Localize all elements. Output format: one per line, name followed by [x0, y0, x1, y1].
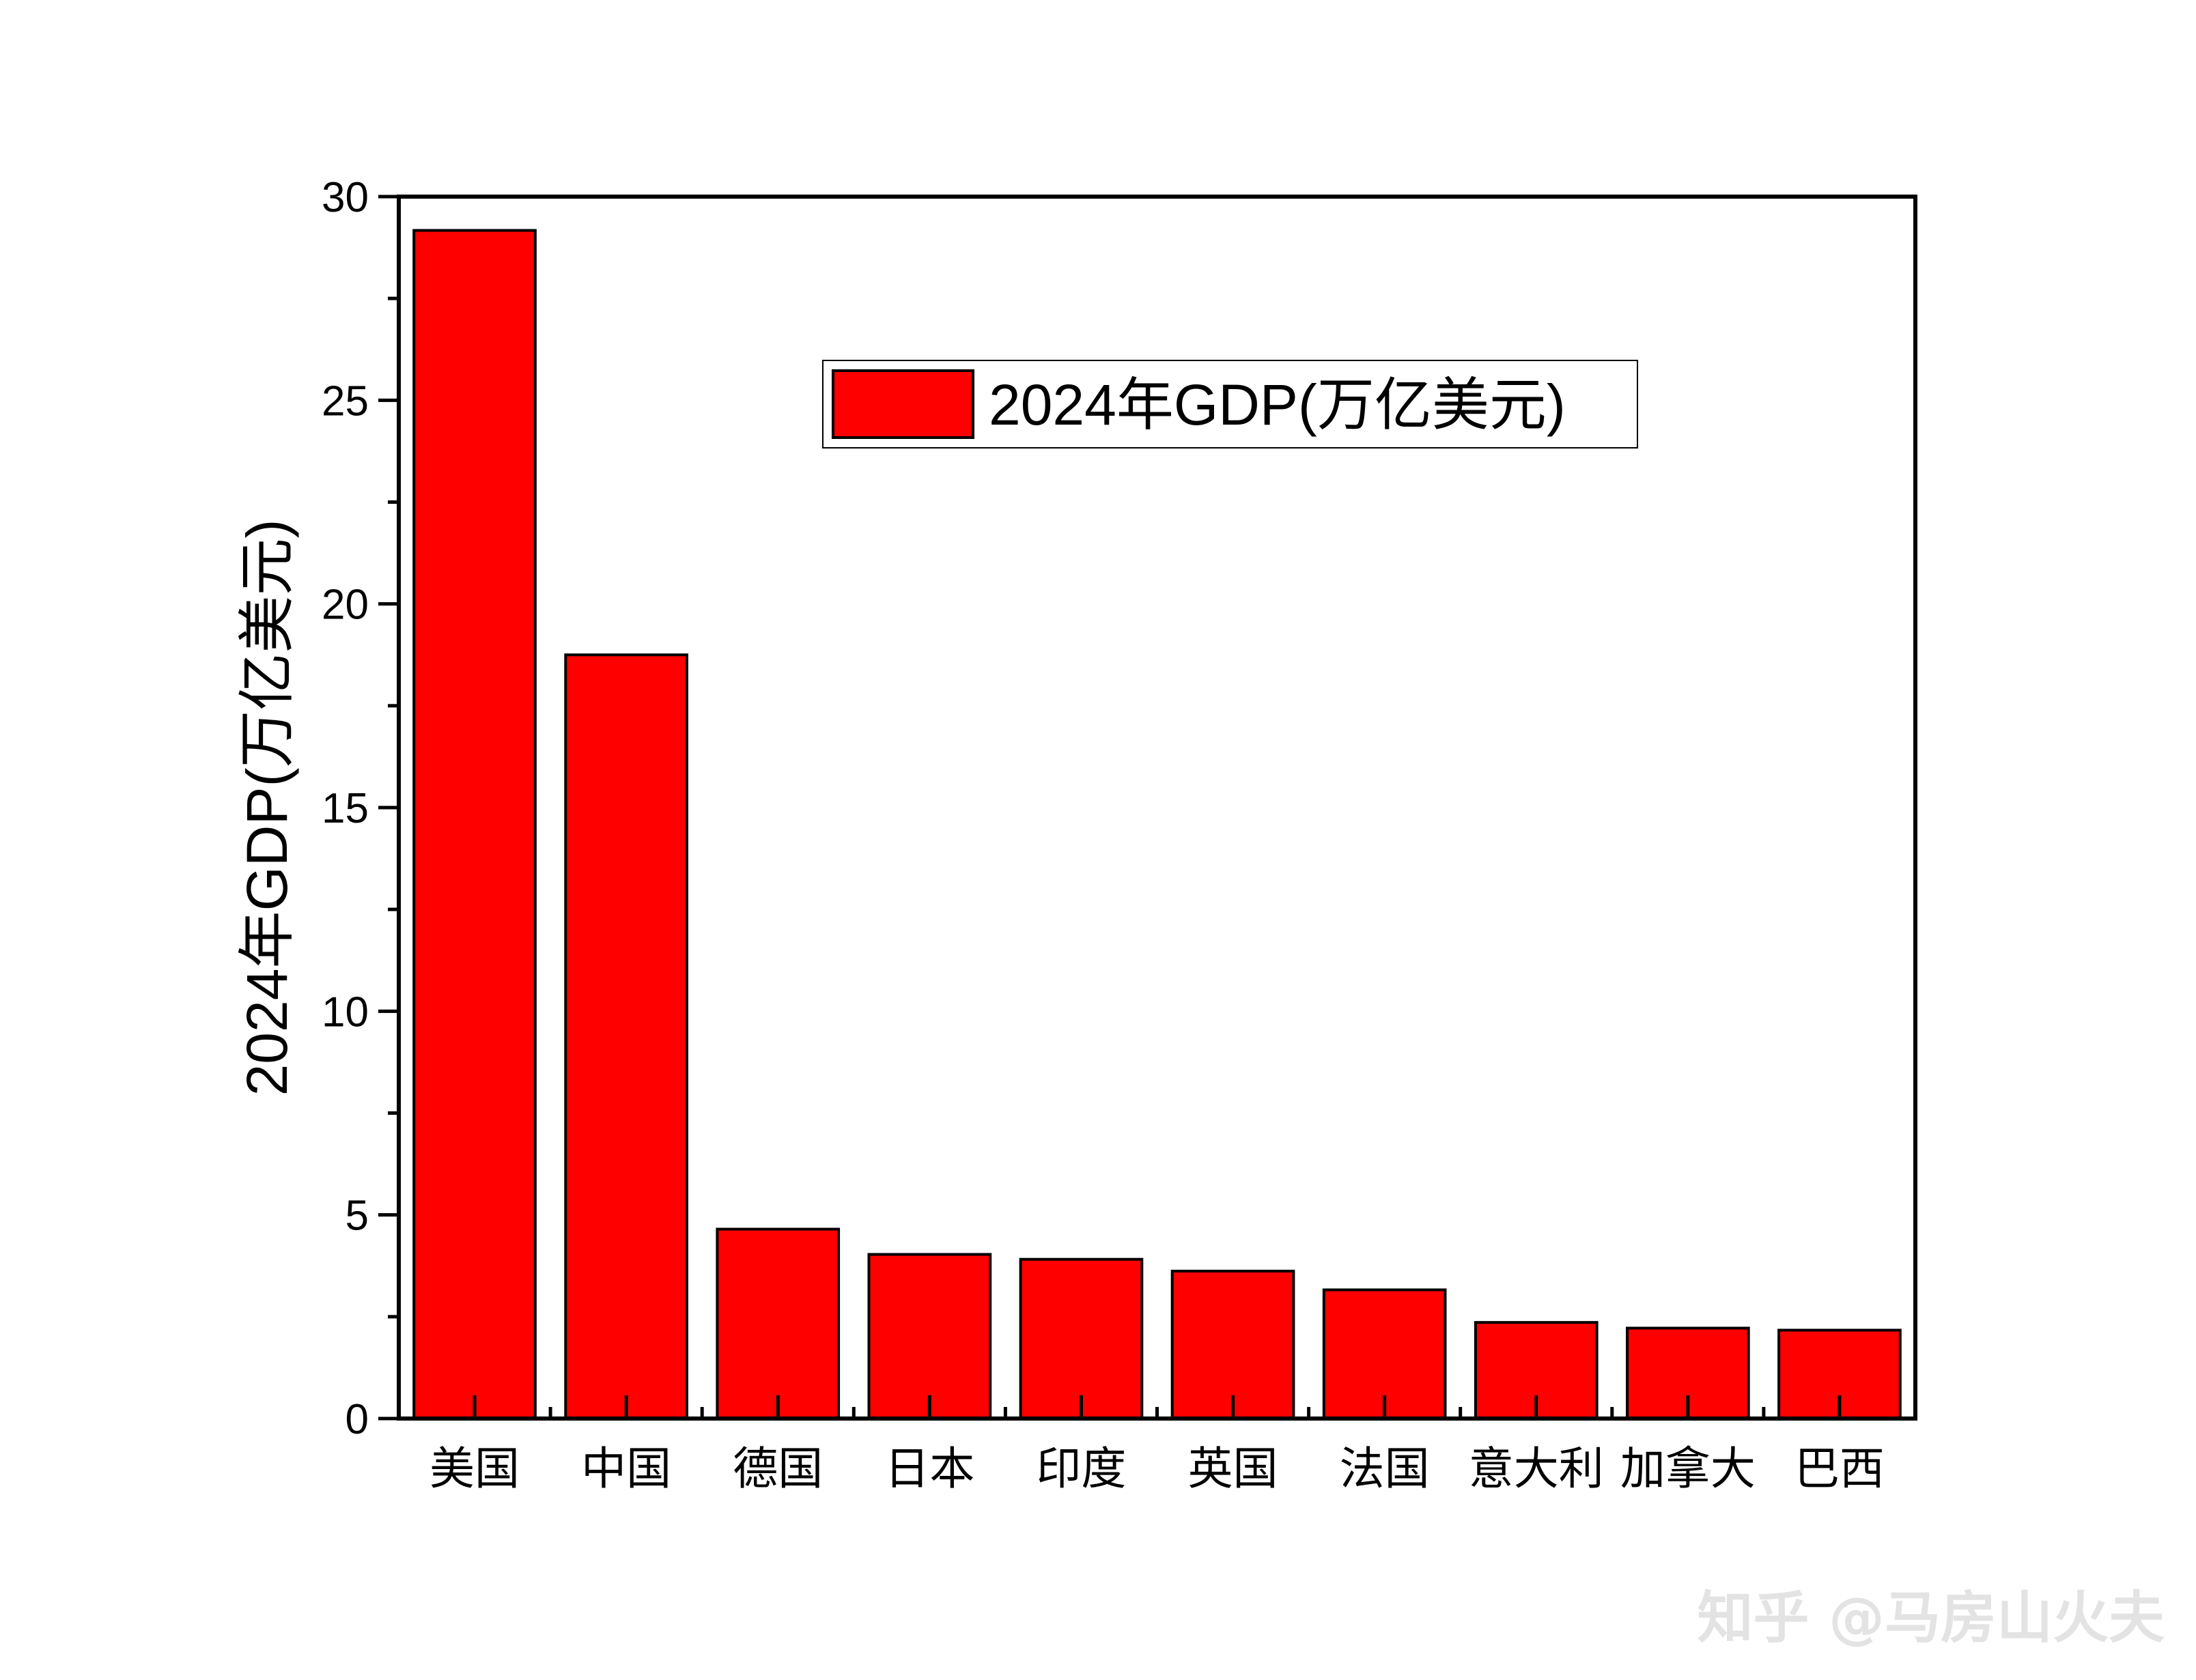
y-tick-label: 0 — [346, 1396, 369, 1443]
y-tick-label: 15 — [322, 785, 369, 832]
x-tick-label: 巴西 — [1794, 1442, 1885, 1495]
x-tick-label: 日本 — [884, 1442, 974, 1495]
bar — [716, 1227, 841, 1421]
legend-label: 2024年GDP(万亿美元) — [989, 373, 1566, 437]
x-tick-label: 德国 — [733, 1442, 823, 1495]
watermark: 知乎 @马房山火夫 — [1697, 1586, 2165, 1651]
bar — [564, 653, 688, 1420]
legend-swatch — [832, 369, 974, 439]
bar — [867, 1253, 992, 1420]
bars-layer — [412, 229, 1902, 1421]
y-axis: 0 5 10 15 20 25 30 — [322, 174, 399, 1443]
y-tick-label: 10 — [322, 988, 369, 1036]
x-axis: 美国 中国 德国 日本 印度 英国 法国 意大利 加拿大 巴西 — [430, 1395, 1885, 1495]
x-tick-label: 法国 — [1340, 1442, 1430, 1495]
y-tick-label: 5 — [346, 1193, 369, 1240]
x-tick-label: 印度 — [1036, 1442, 1126, 1495]
y-axis-title: 2024年GDP(万亿美元) — [235, 519, 299, 1096]
bar — [412, 229, 537, 1421]
y-tick-label: 25 — [322, 378, 369, 425]
x-tick-label: 中国 — [581, 1442, 671, 1495]
x-tick-label: 英国 — [1188, 1442, 1278, 1495]
x-tick-label: 美国 — [430, 1442, 520, 1495]
y-tick-label: 20 — [322, 582, 369, 629]
legend: 2024年GDP(万亿美元) — [822, 360, 1638, 449]
bar — [1019, 1257, 1144, 1421]
x-tick-label: 意大利 — [1469, 1442, 1604, 1495]
x-tick-label: 加拿大 — [1620, 1442, 1756, 1495]
y-tick-label: 30 — [322, 174, 369, 221]
plot-frame — [397, 195, 1917, 1421]
bar — [1170, 1270, 1295, 1421]
